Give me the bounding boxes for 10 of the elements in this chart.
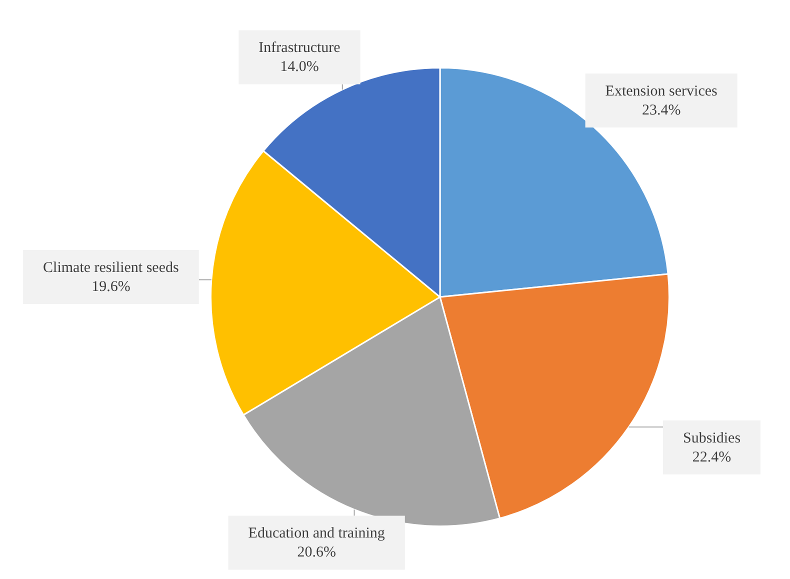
data-label: 23.4% [642, 102, 681, 118]
slice-label: Extension services [605, 83, 718, 100]
data-label: 19.6% [92, 278, 130, 295]
data-label: 22.4% [692, 449, 732, 466]
slice-label: Subsidies [683, 430, 741, 446]
slice-label: Infrastructure [258, 40, 341, 56]
data-label: 14.0% [280, 59, 319, 76]
data-label: 20.6% [297, 544, 336, 561]
slice-label: Education and training [248, 526, 386, 542]
slice-label: Climate resilient seeds [43, 260, 179, 276]
